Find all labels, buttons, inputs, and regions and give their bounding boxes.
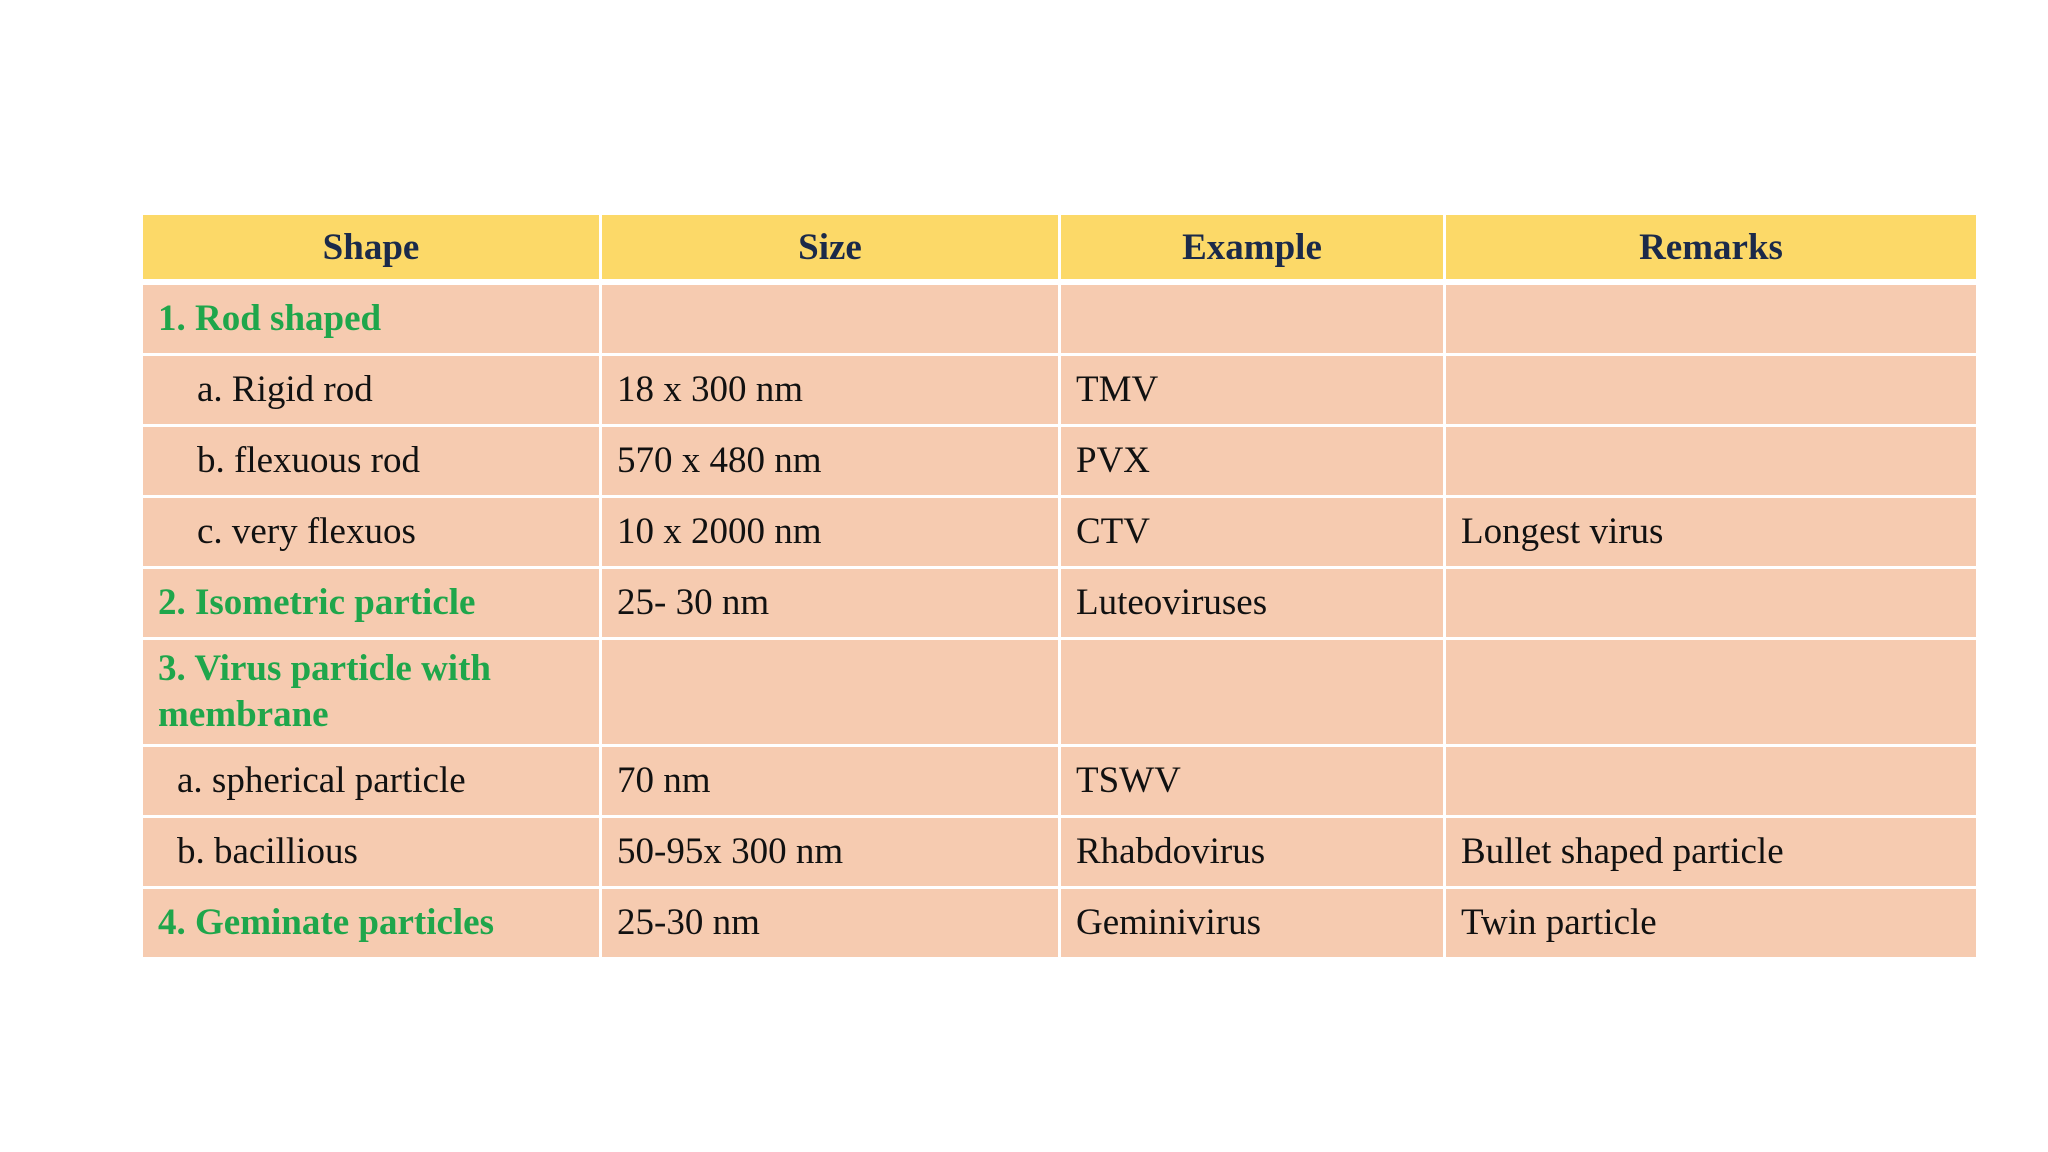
example-cell: TSWV <box>1058 744 1446 818</box>
size-cell: 70 nm <box>599 744 1061 818</box>
shape-cell: 1. Rod shaped <box>140 280 602 356</box>
remarks-cell <box>1443 353 1979 427</box>
example-cell: PVX <box>1058 424 1446 498</box>
remarks-cell: Bullet shaped particle <box>1443 815 1979 889</box>
shape-cell: b. bacillious <box>140 815 602 889</box>
table-row: c. very flexuos 10 x 2000 nm CTV Longest… <box>140 495 1979 569</box>
example-cell: Luteoviruses <box>1058 566 1446 640</box>
size-cell: 18 x 300 nm <box>599 353 1061 427</box>
header-shape: Shape <box>140 212 602 285</box>
table-row: 2. Isometric particle 25- 30 nm Luteovir… <box>140 566 1979 640</box>
remarks-cell <box>1443 566 1979 640</box>
size-cell: 25-30 nm <box>599 886 1061 960</box>
table-row: b. flexuous rod 570 x 480 nm PVX <box>140 424 1979 498</box>
remarks-cell: Longest virus <box>1443 495 1979 569</box>
example-cell <box>1058 280 1446 356</box>
shape-cell: b. flexuous rod <box>140 424 602 498</box>
shape-cell: 4. Geminate particles <box>140 886 602 960</box>
size-cell: 50-95x 300 nm <box>599 815 1061 889</box>
table-row: a. Rigid rod 18 x 300 nm TMV <box>140 353 1979 427</box>
example-cell: CTV <box>1058 495 1446 569</box>
remarks-cell: Twin particle <box>1443 886 1979 960</box>
size-cell <box>599 280 1061 356</box>
shape-cell: a. Rigid rod <box>140 353 602 427</box>
table-header-row: Shape Size Example Remarks <box>140 212 1979 285</box>
remarks-cell <box>1443 424 1979 498</box>
table-row: 1. Rod shaped <box>140 280 1979 356</box>
header-size: Size <box>599 212 1061 285</box>
table-row: 4. Geminate particles 25-30 nm Geminivir… <box>140 886 1979 960</box>
example-cell: Rhabdovirus <box>1058 815 1446 889</box>
remarks-cell <box>1443 280 1979 356</box>
table-row: 3. Virus particle with membrane <box>140 637 1979 747</box>
remarks-cell <box>1443 637 1979 747</box>
remarks-cell <box>1443 744 1979 818</box>
size-cell: 10 x 2000 nm <box>599 495 1061 569</box>
size-cell <box>599 637 1061 747</box>
example-cell <box>1058 637 1446 747</box>
size-cell: 25- 30 nm <box>599 566 1061 640</box>
example-cell: Geminivirus <box>1058 886 1446 960</box>
header-example: Example <box>1058 212 1446 285</box>
table-row: a. spherical particle 70 nm TSWV <box>140 744 1979 818</box>
header-remarks: Remarks <box>1443 212 1979 285</box>
example-cell: TMV <box>1058 353 1446 427</box>
shape-cell: a. spherical particle <box>140 744 602 818</box>
shape-cell: 3. Virus particle with membrane <box>140 637 602 747</box>
shape-cell: c. very flexuos <box>140 495 602 569</box>
shape-cell: 2. Isometric particle <box>140 566 602 640</box>
table-row: b. bacillious 50-95x 300 nm Rhabdovirus … <box>140 815 1979 889</box>
size-cell: 570 x 480 nm <box>599 424 1061 498</box>
virus-shape-table: Shape Size Example Remarks 1. Rod shaped… <box>140 212 1979 960</box>
